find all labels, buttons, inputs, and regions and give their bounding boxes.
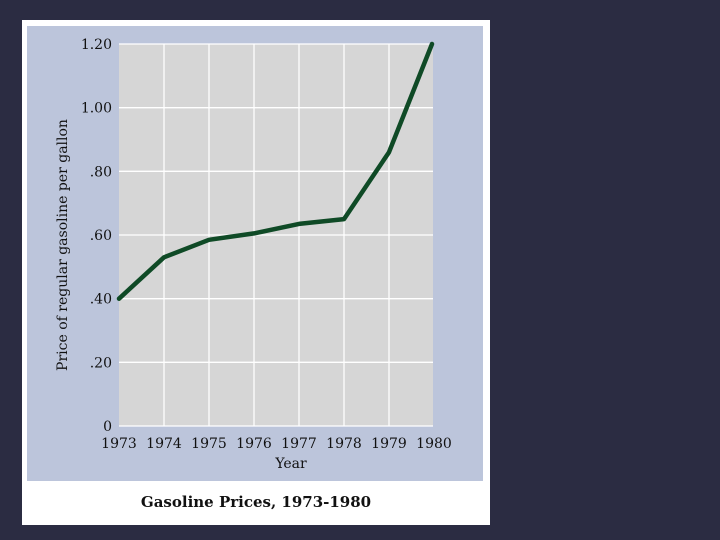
x-tick-label: 1975 bbox=[191, 436, 227, 452]
y-tick-label: 1.20 bbox=[81, 37, 112, 53]
x-tick-label: 1979 bbox=[371, 436, 407, 452]
x-axis-ticks: 1973 1974 1975 1976 1977 1978 1979 1980 bbox=[101, 436, 452, 452]
y-tick-label: .40 bbox=[90, 292, 112, 308]
y-tick-label: 1.00 bbox=[81, 101, 112, 117]
x-tick-label: 1976 bbox=[236, 436, 272, 452]
x-tick-label: 1973 bbox=[101, 436, 137, 452]
series-line bbox=[116, 41, 435, 301]
series-layer bbox=[116, 41, 435, 301]
line-chart: 0.20.40.60.801.001.20 1973 1974 1975 1976 19… bbox=[55, 37, 452, 472]
x-tick-label: 1974 bbox=[146, 436, 182, 452]
y-tick-label: .80 bbox=[90, 164, 112, 180]
slide-card: 0.20.40.60.80 1.00 1.20 1973 1974 1975 1976 19… bbox=[22, 20, 490, 525]
x-axis-label: Year bbox=[274, 456, 307, 472]
x-tick-label: 1978 bbox=[326, 436, 362, 452]
x-tick-label: 1980 bbox=[416, 436, 452, 452]
chart-title: Gasoline Prices, 1973-1980 bbox=[140, 493, 372, 511]
x-tick-label: 1977 bbox=[281, 436, 317, 452]
y-tick-label: 0 bbox=[103, 419, 112, 435]
y-axis-ticks: 0 .20 .40 .60 .80 1.00 1.20 bbox=[81, 37, 112, 435]
y-tick-label: .20 bbox=[90, 355, 112, 371]
y-axis-label: Price of regular gasoline per gallon bbox=[55, 119, 71, 371]
chart-panel: 0.20.40.60.80 1.00 1.20 1973 1974 1975 1976 19… bbox=[27, 26, 483, 481]
y-tick-label: .60 bbox=[90, 228, 112, 244]
